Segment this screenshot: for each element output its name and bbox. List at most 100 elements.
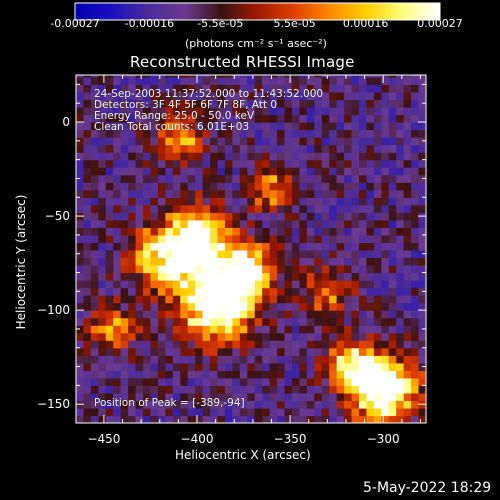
heatmap-cell [83, 385, 92, 394]
heatmap-cell [262, 76, 271, 85]
heatmap-cell [358, 287, 368, 296]
heatmap-cell [113, 370, 122, 379]
heatmap-cell [344, 310, 353, 319]
heatmap-cell [157, 362, 166, 371]
heatmap-cell [344, 212, 353, 221]
heatmap-cell [76, 332, 85, 341]
heatmap-cell [143, 370, 152, 379]
heatmap-cell [269, 76, 278, 85]
heatmap-cell [381, 392, 390, 402]
heatmap-cell [135, 407, 144, 417]
heatmap-cell [381, 129, 390, 138]
heatmap-cell [418, 317, 426, 326]
heatmap-cell [269, 182, 278, 191]
heatmap-cell [90, 415, 99, 423]
heatmap-cell [224, 75, 233, 78]
heatmap-cell [358, 377, 368, 386]
heatmap-cell [403, 75, 412, 78]
heatmap-cell [150, 197, 159, 206]
heatmap-cell [254, 137, 263, 146]
heatmap-cell [239, 415, 248, 423]
heatmap-cell [150, 75, 159, 78]
heatmap-cell [388, 242, 397, 251]
heatmap-cell [388, 122, 397, 131]
heatmap-cell [90, 347, 99, 356]
heatmap-cell [128, 99, 137, 108]
heatmap-cell [180, 204, 189, 213]
heatmap-cell [329, 197, 338, 206]
heatmap-cell [143, 167, 152, 176]
heatmap-cell [358, 204, 368, 213]
heatmap-cell [306, 377, 315, 386]
heatmap-cell [76, 159, 85, 168]
heatmap-cell [254, 280, 263, 289]
heatmap-cell [403, 167, 412, 176]
heatmap-cell [299, 212, 308, 221]
heatmap-cell [157, 182, 166, 191]
heatmap-cell [262, 129, 271, 138]
heatmap-cell [381, 370, 390, 379]
heatmap-cell [336, 144, 345, 153]
heatmap-cell [83, 129, 92, 138]
heatmap-cell [90, 84, 99, 93]
heatmap-cell [202, 362, 211, 371]
heatmap-cell [90, 287, 99, 296]
heatmap-cell [224, 362, 233, 371]
heatmap-cell [411, 385, 420, 394]
heatmap-cell [277, 317, 286, 326]
heatmap-cell [336, 212, 345, 221]
heatmap-cell [195, 385, 204, 394]
heatmap-cell [299, 99, 308, 108]
heatmap-cell [90, 264, 99, 274]
heatmap-cell [262, 84, 271, 93]
heatmap-cell [299, 377, 308, 386]
heatmap-cell [396, 302, 405, 311]
heatmap-cell [344, 242, 353, 251]
heatmap-cell [98, 287, 107, 296]
heatmap-cell [306, 302, 315, 311]
heatmap-cell [277, 144, 286, 153]
heatmap-cell [135, 400, 144, 409]
heatmap-cell [247, 242, 256, 251]
heatmap-cell [239, 295, 248, 304]
heatmap-cell [403, 159, 412, 168]
heatmap-cell [98, 84, 107, 93]
heatmap-cell [210, 189, 219, 198]
heatmap-cell [388, 234, 397, 244]
heatmap-cell [224, 234, 233, 244]
heatmap-cell [284, 415, 293, 423]
heatmap-cell [277, 159, 286, 168]
heatmap-cell [269, 219, 278, 228]
heatmap-cell [105, 310, 114, 319]
heatmap-cell [217, 392, 226, 402]
heatmap-cell [381, 362, 390, 371]
heatmap-cell [299, 249, 308, 259]
heatmap-cell [254, 415, 263, 423]
heatmap-cell [373, 347, 382, 356]
heatmap-cell [217, 167, 226, 176]
heatmap-cell [247, 280, 256, 289]
heatmap-cell [284, 257, 293, 266]
heatmap-cell [262, 122, 271, 131]
heatmap-cell [113, 392, 122, 402]
heatmap-cell [210, 400, 219, 409]
heatmap-cell [247, 377, 256, 386]
heatmap-cell [202, 137, 211, 146]
heatmap-cell [113, 204, 122, 213]
heatmap-cell [157, 197, 166, 206]
heatmap-cell [269, 159, 278, 168]
heatmap-cell [254, 340, 263, 349]
heatmap-cell [172, 84, 181, 93]
heatmap-cell [329, 370, 338, 379]
heatmap-cell [247, 227, 256, 236]
heatmap-cell [306, 332, 315, 341]
heatmap-cell [254, 159, 263, 168]
heatmap-cell [90, 182, 99, 191]
heatmap-cell [202, 167, 211, 176]
heatmap-cell [373, 189, 382, 198]
colorbar-tick-label: -5.5e-05 [197, 17, 244, 30]
heatmap-cell [217, 114, 226, 123]
heatmap-cell [321, 227, 330, 236]
heatmap-cell [217, 295, 226, 304]
heatmap-cell [83, 325, 92, 334]
